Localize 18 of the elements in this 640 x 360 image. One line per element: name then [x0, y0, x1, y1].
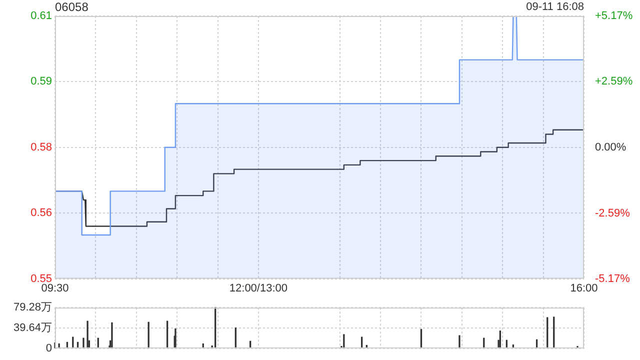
y2-tick-label: +5.17% [595, 10, 633, 22]
y-tick-label: 79.28万 [13, 302, 52, 314]
y2-tick-label: -5.17% [595, 272, 630, 285]
x-tick-label: 16:00 [570, 282, 598, 294]
x-tick-label: 12:00/13:00 [229, 282, 288, 294]
y2-tick-label: 0.00% [595, 141, 626, 154]
y-tick-label: 0.58 [30, 141, 52, 154]
y-tick-label: 0.56 [30, 207, 52, 220]
text: 09-11 16:08 [526, 1, 584, 13]
y-tick-label: 0.59 [30, 76, 52, 88]
x-tick-label: 09:30 [41, 282, 69, 294]
chart-title: 06058 [55, 0, 88, 14]
y2-tick-label: -2.59% [595, 207, 630, 220]
y-tick-label: 39.64万 [13, 322, 52, 334]
y-tick-label: 0 [46, 342, 52, 354]
y-tick-label: 0.61 [30, 10, 52, 22]
y2-tick-label: +2.59% [595, 76, 633, 88]
y-tick-label: 0.55 [30, 272, 52, 285]
